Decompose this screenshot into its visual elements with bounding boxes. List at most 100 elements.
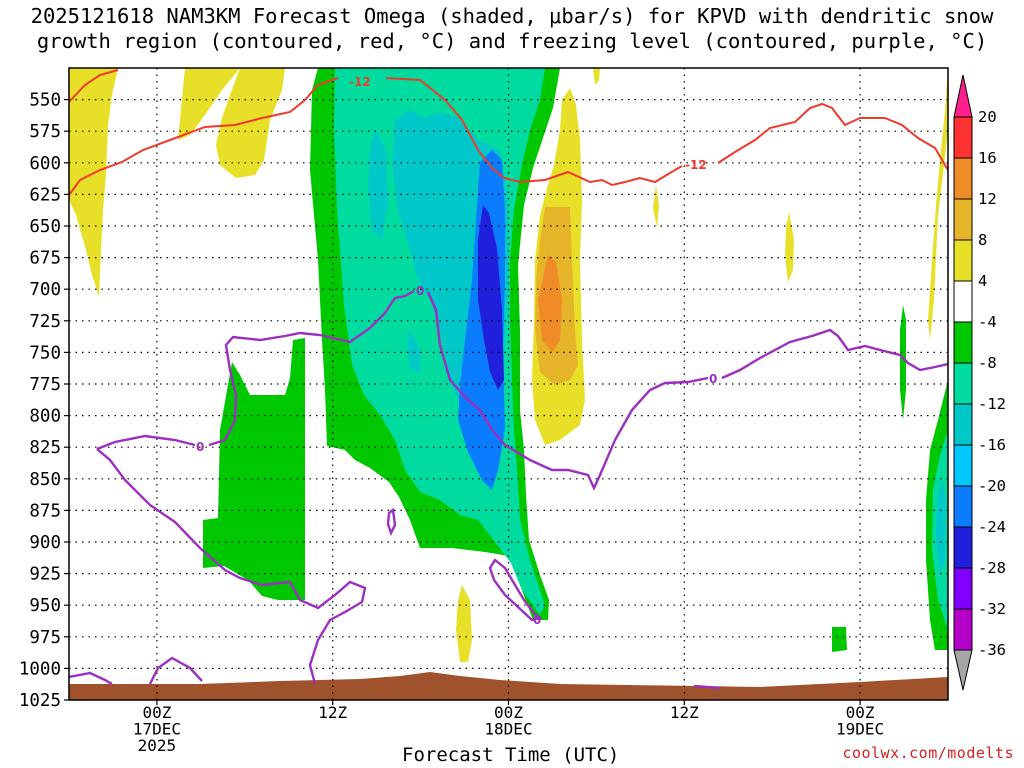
omega-pos4-early-blob bbox=[216, 68, 285, 178]
omega-neg12-late-core bbox=[936, 480, 946, 575]
omega-neg12-mid bbox=[368, 128, 388, 240]
purple-contour-lower-mid bbox=[488, 558, 543, 622]
omega-pos4-sliver-2 bbox=[785, 212, 794, 282]
x-tick-label: 18DEC bbox=[484, 720, 532, 739]
purple-contour-label-1: 0 bbox=[196, 440, 204, 454]
colorbar-box bbox=[953, 198, 973, 241]
purple-contour-lower-left bbox=[96, 448, 367, 685]
red-contour-topleft bbox=[69, 69, 119, 103]
red-contour-main bbox=[69, 77, 948, 196]
purple-contour-label-2: 0 bbox=[416, 284, 424, 298]
omega-pos4-lowlevel bbox=[456, 585, 472, 662]
colorbar-box bbox=[953, 362, 973, 405]
purple-contour-main bbox=[96, 289, 948, 491]
grid-lines bbox=[69, 68, 948, 700]
chart-title-line-1: 2025121618 NAM3KM Forecast Omega (shaded… bbox=[30, 4, 994, 28]
y-tick-label: 950 bbox=[29, 596, 61, 616]
colorbar-tick-label: -4 bbox=[978, 313, 997, 331]
colorbar-tick-label: -20 bbox=[978, 477, 1006, 495]
plot-area: -12 -12 0 0 0 0 bbox=[69, 68, 948, 700]
y-tick-label: 675 bbox=[29, 249, 61, 269]
dgz-red-contour bbox=[69, 69, 948, 196]
colorbar-box bbox=[953, 403, 973, 446]
chart-title: 2025121618 NAM3KM Forecast Omega (shaded… bbox=[0, 4, 1024, 54]
omega-neg4-late-blob bbox=[832, 627, 847, 652]
colorbar-box bbox=[953, 526, 973, 569]
colorbar-tick-label: -12 bbox=[978, 395, 1006, 413]
x-tick-label: 17DEC bbox=[133, 720, 181, 739]
y-tick-label: 800 bbox=[29, 407, 61, 427]
x-tick-label: 00Z bbox=[142, 703, 171, 722]
omega-neg20-max bbox=[478, 205, 504, 390]
purple-contour-small-loop bbox=[386, 507, 397, 537]
y-tick-label: 900 bbox=[29, 533, 61, 553]
y-tick-label: 775 bbox=[29, 375, 61, 395]
colorbar-tick-label: -16 bbox=[978, 436, 1006, 454]
y-tick-label: 825 bbox=[29, 438, 61, 458]
colorbar-tick-label: -36 bbox=[978, 641, 1006, 659]
omega-pos4-early-band bbox=[178, 68, 240, 140]
omega-pos4-rightedge bbox=[928, 68, 948, 340]
omega-pos4-topright bbox=[593, 68, 600, 85]
colorbar-tick-label: 8 bbox=[978, 231, 987, 249]
colorbar-under-triangle bbox=[953, 649, 973, 691]
y-tick-label: 925 bbox=[29, 565, 61, 585]
omega-pos4-early-left bbox=[69, 68, 118, 297]
y-tick-label: 750 bbox=[29, 343, 61, 363]
x-axis-title: Forecast Time (UTC) bbox=[402, 744, 620, 766]
red-contour-label-1: -12 bbox=[349, 75, 371, 89]
y-tick-label: 725 bbox=[29, 312, 61, 332]
purple-contour-bottom bbox=[693, 684, 721, 690]
y-tick-label: 550 bbox=[29, 91, 61, 111]
chart-title-line-2: growth region (contoured, red, °C) and f… bbox=[36, 29, 988, 53]
omega-pos12-max bbox=[538, 255, 562, 352]
x-tick-label: 12Z bbox=[318, 703, 347, 722]
x-tick-label: 00Z bbox=[846, 703, 875, 722]
colorbar: -36 -32 -28 -24 -20 -16 -12 -8 -4 4 8 12 16 20 bbox=[953, 74, 1006, 691]
colorbar-box bbox=[953, 321, 973, 364]
colorbar-box bbox=[953, 157, 973, 200]
colorbar-tick-label: 12 bbox=[978, 190, 997, 208]
colorbar-tick-label: 20 bbox=[978, 108, 997, 126]
colorbar-tick-label: 4 bbox=[978, 272, 987, 290]
omega-neg12-lower bbox=[407, 330, 420, 372]
colorbar-tick-label: -8 bbox=[978, 354, 997, 372]
colorbar-tick-label: -28 bbox=[978, 559, 1006, 577]
credit-link[interactable]: coolwx.com/modelts bbox=[842, 744, 1014, 762]
y-tick-label: 1025 bbox=[19, 691, 61, 711]
x-tick-label: 2025 bbox=[138, 736, 177, 755]
purple-contour-label-3: 0 bbox=[709, 372, 717, 386]
colorbar-box bbox=[953, 239, 973, 282]
freezing-purple-contour bbox=[69, 289, 948, 690]
purple-contour-hill bbox=[148, 656, 203, 685]
purple-contour-label-4: 0 bbox=[533, 613, 541, 627]
y-tick-label: 600 bbox=[29, 154, 61, 174]
colorbar-over-triangle bbox=[953, 74, 973, 118]
omega-neg4-late-sliver bbox=[900, 305, 906, 420]
x-tick-label: 19DEC bbox=[836, 720, 884, 739]
y-axis: 550 575 600 625 650 675 700 725 750 775 800 825 850 8… bbox=[19, 91, 69, 711]
y-tick-label: 1000 bbox=[19, 659, 61, 679]
colorbar-box bbox=[953, 567, 973, 610]
colorbar-box bbox=[953, 485, 973, 528]
colorbar-box bbox=[953, 280, 973, 323]
omega-neg4-early-column bbox=[203, 338, 305, 600]
x-tick-label: 12Z bbox=[670, 703, 699, 722]
x-tick-label: 00Z bbox=[494, 703, 523, 722]
y-tick-label: 700 bbox=[29, 280, 61, 300]
colorbar-box bbox=[953, 444, 973, 487]
colorbar-tick-label: -32 bbox=[978, 600, 1006, 618]
colorbar-tick-label: 16 bbox=[978, 149, 997, 167]
omega-pos4-sliver-1 bbox=[653, 185, 659, 228]
colorbar-tick-label: -24 bbox=[978, 518, 1006, 536]
y-tick-label: 850 bbox=[29, 470, 61, 490]
colorbar-box bbox=[953, 608, 973, 651]
purple-contour-surface-left bbox=[69, 671, 113, 686]
y-tick-label: 875 bbox=[29, 501, 61, 521]
red-contour-label-2: -12 bbox=[685, 158, 707, 172]
y-tick-label: 575 bbox=[29, 122, 61, 142]
y-tick-label: 975 bbox=[29, 628, 61, 648]
y-tick-label: 650 bbox=[29, 217, 61, 237]
